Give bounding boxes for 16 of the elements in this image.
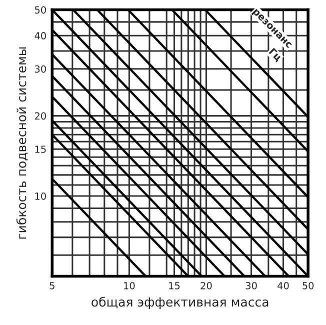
y-tick-label: 40 [34, 32, 46, 40]
y-tick-label: 20 [34, 112, 46, 120]
x-axis-title: общая эффективная масса [92, 296, 268, 310]
x-tick-label: 5 [50, 282, 54, 290]
x-tick-label: 30 [246, 282, 257, 290]
annotation: Гц [268, 48, 282, 62]
y-tick-label: 10 [35, 192, 46, 200]
x-tick-label: 15 [169, 282, 180, 290]
y-axis-title: гибкость подвесной системы [16, 47, 28, 239]
x-tick-label: 10 [124, 282, 135, 290]
x-tick-label: 20 [200, 282, 212, 290]
x-tick-label: 40 [278, 282, 289, 290]
y-tick-label: 30 [34, 65, 46, 73]
y-tick-label: 50 [34, 6, 46, 14]
x-tick-label: 50 [302, 282, 314, 290]
y-tick-label: 15 [35, 146, 46, 153]
